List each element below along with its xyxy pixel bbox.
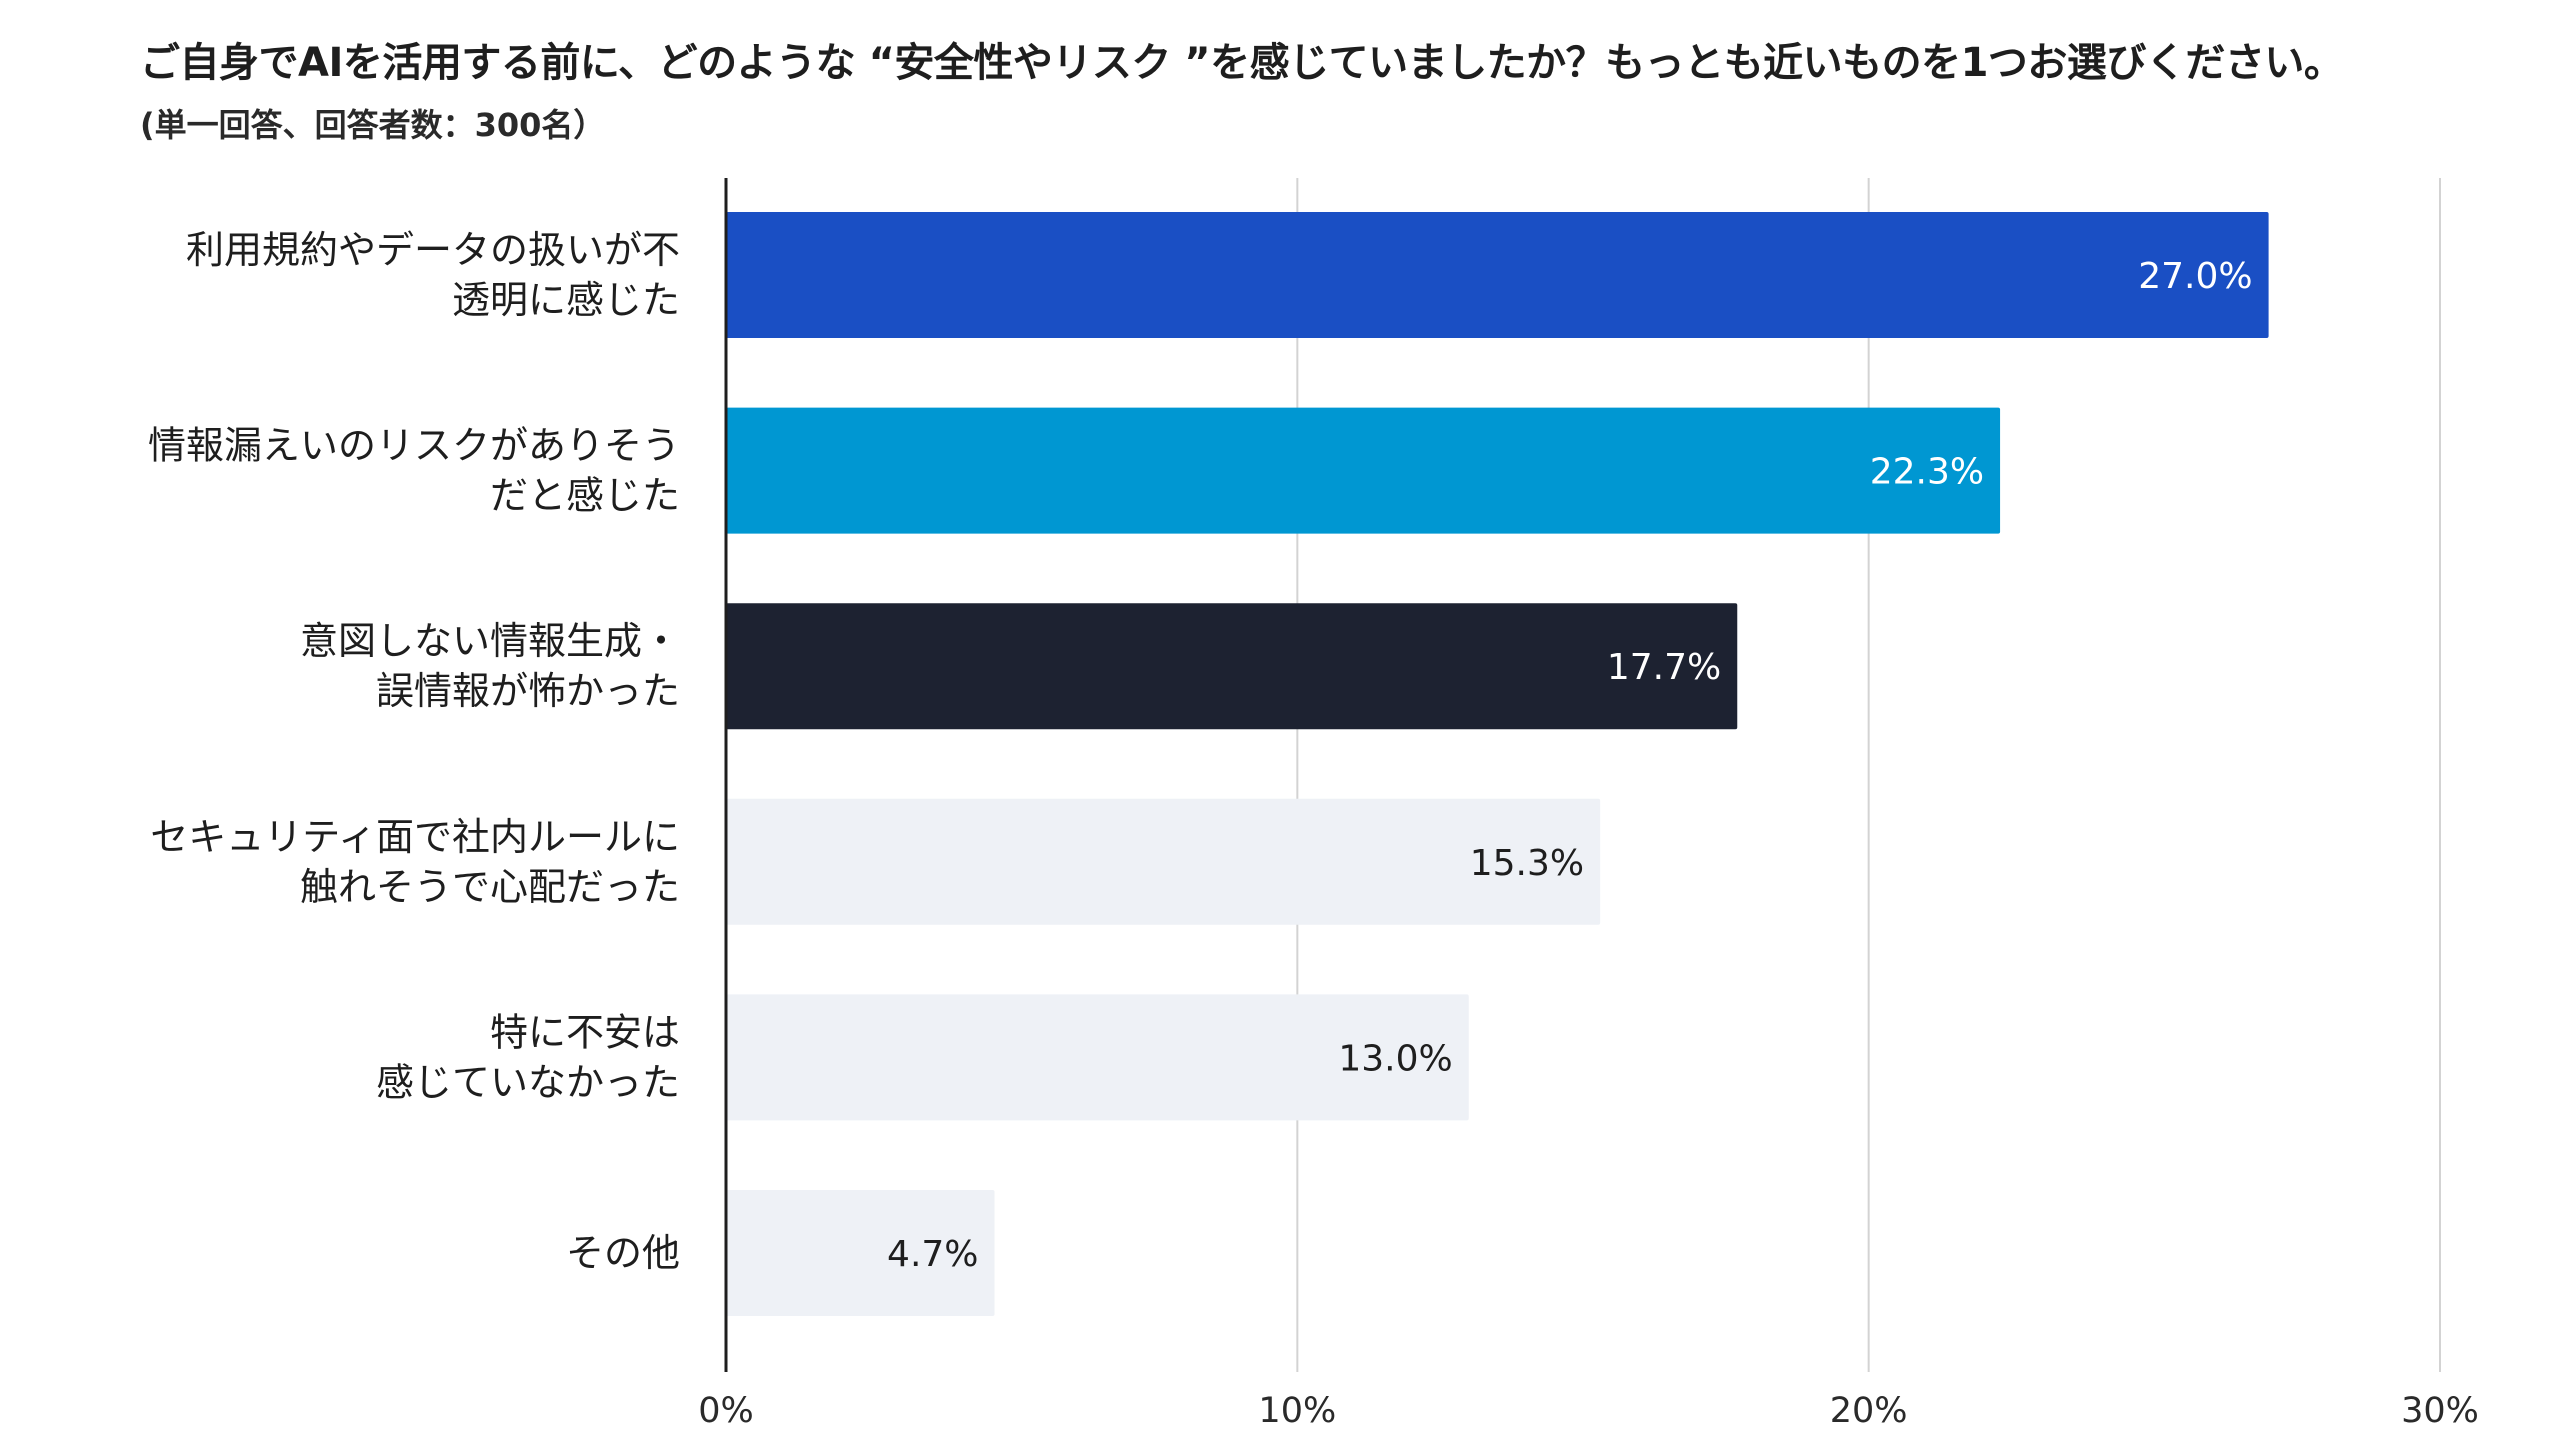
category-label-line: だと感じた: [490, 474, 680, 518]
category-label-line: 感じていなかった: [376, 1060, 680, 1104]
bar-value-label: 22.3%: [1870, 452, 1984, 493]
category-label-line: 誤情報が怖かった: [376, 669, 680, 713]
bar-6: [726, 1190, 995, 1316]
category-label-line: 透明に感じた: [452, 278, 680, 322]
category-label-line: 情報漏えいのリスクがありそう: [148, 424, 680, 468]
axes: 0% 10% 20% 30%: [698, 178, 2479, 1431]
x-tick-label: 10%: [1258, 1391, 1336, 1431]
category-label: 情報漏えいのリスクがありそうだと感じた: [148, 424, 680, 518]
chart-title: ご自身でAIを活用する前に、どのような “安全性やリスク ”を感じていましたか？…: [140, 40, 2344, 86]
category-labels: 利用規約やデータの扱いが不透明に感じた情報漏えいのリスクがありそうだと感じた意図…: [148, 228, 680, 1275]
category-label-line: セキュリティ面で社内ルールに: [150, 815, 680, 859]
bar-1: [726, 212, 2269, 338]
x-tick-label: 0%: [698, 1391, 754, 1431]
bar-value-label: 27.0%: [2138, 256, 2252, 297]
category-label: 意図しない情報生成・誤情報が怖かった: [300, 619, 680, 713]
bar-value-label: 4.7%: [887, 1234, 978, 1275]
category-label: その他: [566, 1231, 680, 1275]
category-label: 利用規約やデータの扱いが不透明に感じた: [186, 228, 680, 322]
category-label-line: その他: [566, 1231, 680, 1275]
x-tick-label: 30%: [2401, 1391, 2479, 1431]
bar-value-label: 15.3%: [1470, 843, 1584, 884]
category-label-line: 触れそうで心配だった: [300, 865, 680, 909]
category-label: セキュリティ面で社内ルールに触れそうで心配だった: [150, 815, 680, 909]
bars: 27.0% 22.3% 17.7% 15.3% 13.0% 4.7%: [726, 212, 2269, 1316]
category-label-line: 特に不安は: [490, 1010, 680, 1054]
bar-4: [726, 798, 1601, 925]
bar-value-label: 13.0%: [1338, 1038, 1452, 1079]
x-tick-label: 20%: [1830, 1391, 1908, 1431]
bar-3: [726, 603, 1738, 730]
bar-value-label: 17.7%: [1607, 647, 1721, 688]
gridlines: [1296, 178, 2441, 1372]
category-label-line: 利用規約やデータの扱いが不: [186, 228, 680, 272]
chart-subtitle: (単一回答、回答者数：300名）: [140, 106, 606, 144]
bar-5: [726, 994, 1469, 1121]
bar-2: [726, 407, 2001, 534]
category-label: 特に不安は感じていなかった: [376, 1010, 680, 1104]
category-label-line: 意図しない情報生成・: [300, 619, 680, 663]
